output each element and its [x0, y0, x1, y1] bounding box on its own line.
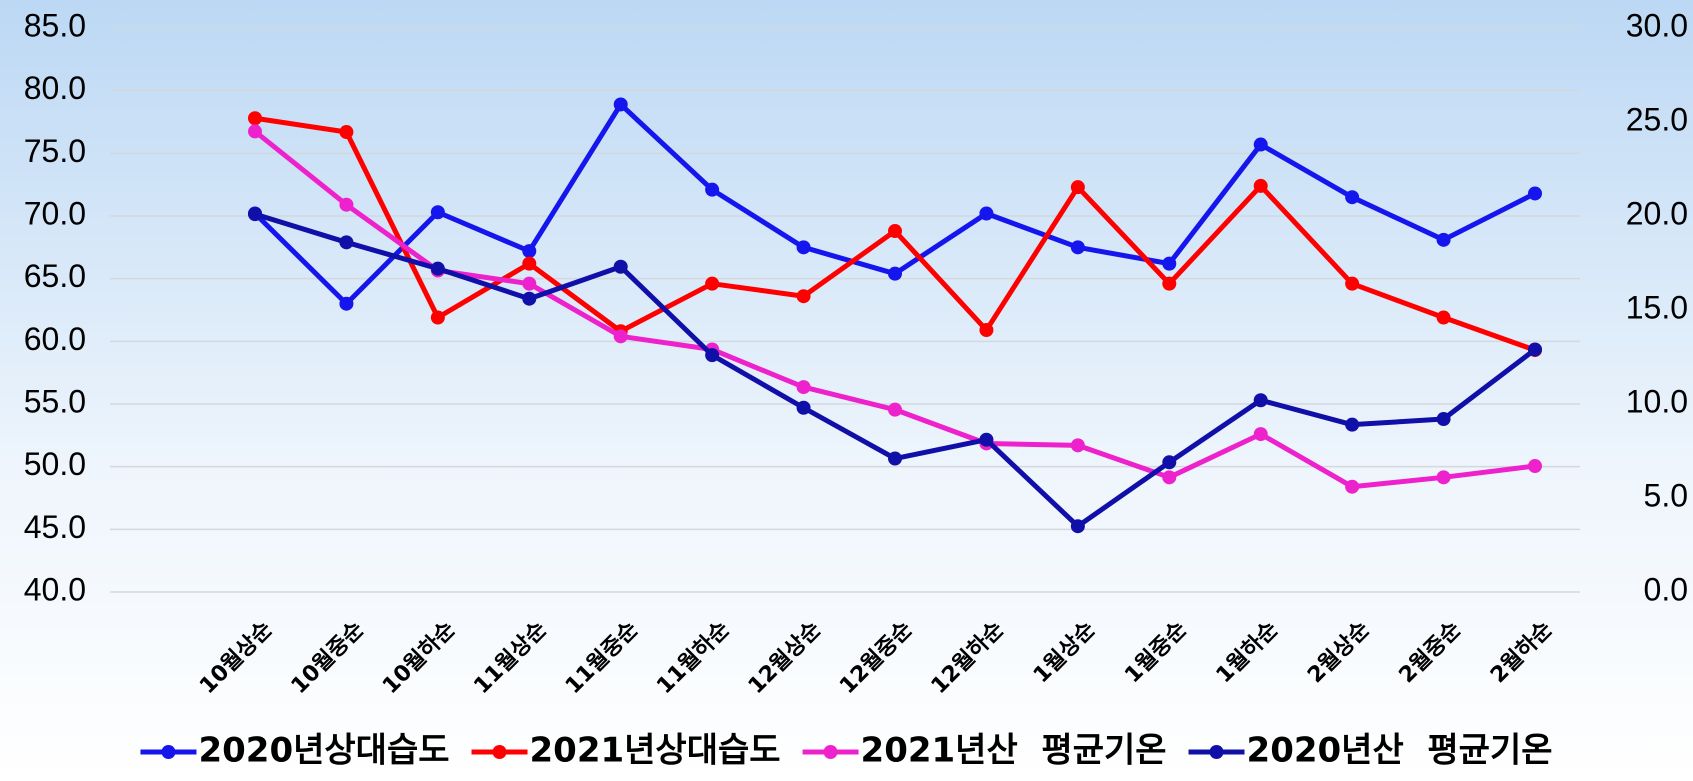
data-point: [1253, 393, 1268, 408]
y-tick-label: 55.0: [24, 383, 86, 419]
data-point: [888, 451, 902, 466]
data-point: [248, 207, 262, 222]
data-point: [979, 323, 994, 338]
y2-tick-label: 30.0: [1626, 7, 1688, 43]
data-point: [1070, 519, 1085, 534]
data-point: [1162, 455, 1177, 470]
y2-tick-label: 25.0: [1626, 101, 1688, 137]
data-point: [888, 266, 902, 281]
y-tick-label: 60.0: [24, 321, 86, 357]
data-point: [888, 402, 902, 417]
data-point: [979, 206, 994, 221]
data-point: [522, 256, 537, 271]
data-point: [1070, 438, 1085, 453]
data-point: [1436, 412, 1451, 427]
y-tick-label: 75.0: [24, 133, 86, 169]
legend-marker: [1209, 745, 1224, 759]
data-point: [705, 348, 720, 363]
y2-tick-label: 0.0: [1644, 571, 1688, 607]
data-point: [1345, 479, 1360, 494]
data-point: [1253, 137, 1268, 152]
data-point: [1070, 240, 1085, 255]
legend-label: 2020년상대습도: [198, 731, 449, 771]
data-point: [1436, 470, 1451, 485]
data-point: [796, 289, 811, 304]
data-point: [1070, 180, 1085, 195]
data-point: [796, 400, 811, 415]
data-point: [613, 97, 628, 112]
y2-tick-label: 20.0: [1626, 195, 1688, 231]
data-point: [1162, 470, 1177, 485]
data-point: [522, 244, 537, 259]
data-point: [430, 261, 445, 276]
legend-marker: [161, 745, 176, 759]
data-point: [1162, 276, 1177, 291]
data-point: [1345, 276, 1360, 291]
data-point: [339, 125, 354, 140]
data-point: [1345, 190, 1360, 205]
data-point: [1436, 232, 1451, 247]
data-point: [1162, 256, 1177, 271]
data-point: [1345, 417, 1360, 432]
data-point: [248, 111, 262, 126]
data-point: [430, 310, 445, 325]
data-point: [613, 259, 628, 274]
legend: 2020년상대습도 2021년상대습도 2021년산 평균기온 2020년산 평균기온: [140, 731, 1553, 771]
data-point: [339, 197, 354, 212]
legend-marker: [823, 745, 838, 759]
legend-marker: [492, 745, 507, 759]
legend-label: 2020년산 평균기온: [1247, 731, 1553, 771]
data-point: [339, 235, 354, 250]
y2-tick-label: 15.0: [1626, 289, 1688, 325]
legend-label: 2021년상대습도: [530, 731, 781, 771]
y-tick-label: 80.0: [24, 70, 86, 106]
legend-label: 2021년산 평균기온: [861, 731, 1167, 771]
y2-tick-label: 10.0: [1626, 383, 1688, 419]
y-tick-label: 45.0: [24, 509, 86, 545]
y-tick-label: 85.0: [24, 7, 86, 43]
data-point: [979, 432, 994, 447]
data-point: [522, 291, 537, 306]
data-point: [1253, 178, 1268, 193]
y2-tick-label: 5.0: [1644, 477, 1688, 513]
data-point: [613, 329, 628, 344]
data-point: [522, 276, 537, 291]
data-point: [796, 240, 811, 255]
data-point: [1528, 342, 1542, 357]
data-point: [1528, 459, 1542, 474]
y-tick-label: 40.0: [24, 571, 86, 607]
data-point: [430, 205, 445, 220]
data-point: [1253, 427, 1268, 442]
data-point: [1436, 310, 1451, 325]
data-point: [248, 124, 262, 139]
data-point: [1528, 186, 1542, 201]
y-tick-label: 65.0: [24, 258, 86, 294]
data-point: [888, 224, 902, 239]
y-tick-label: 70.0: [24, 195, 86, 231]
data-point: [705, 276, 720, 291]
data-point: [796, 380, 811, 395]
data-point: [339, 296, 354, 311]
data-point: [705, 182, 720, 197]
y-tick-label: 50.0: [24, 446, 86, 482]
